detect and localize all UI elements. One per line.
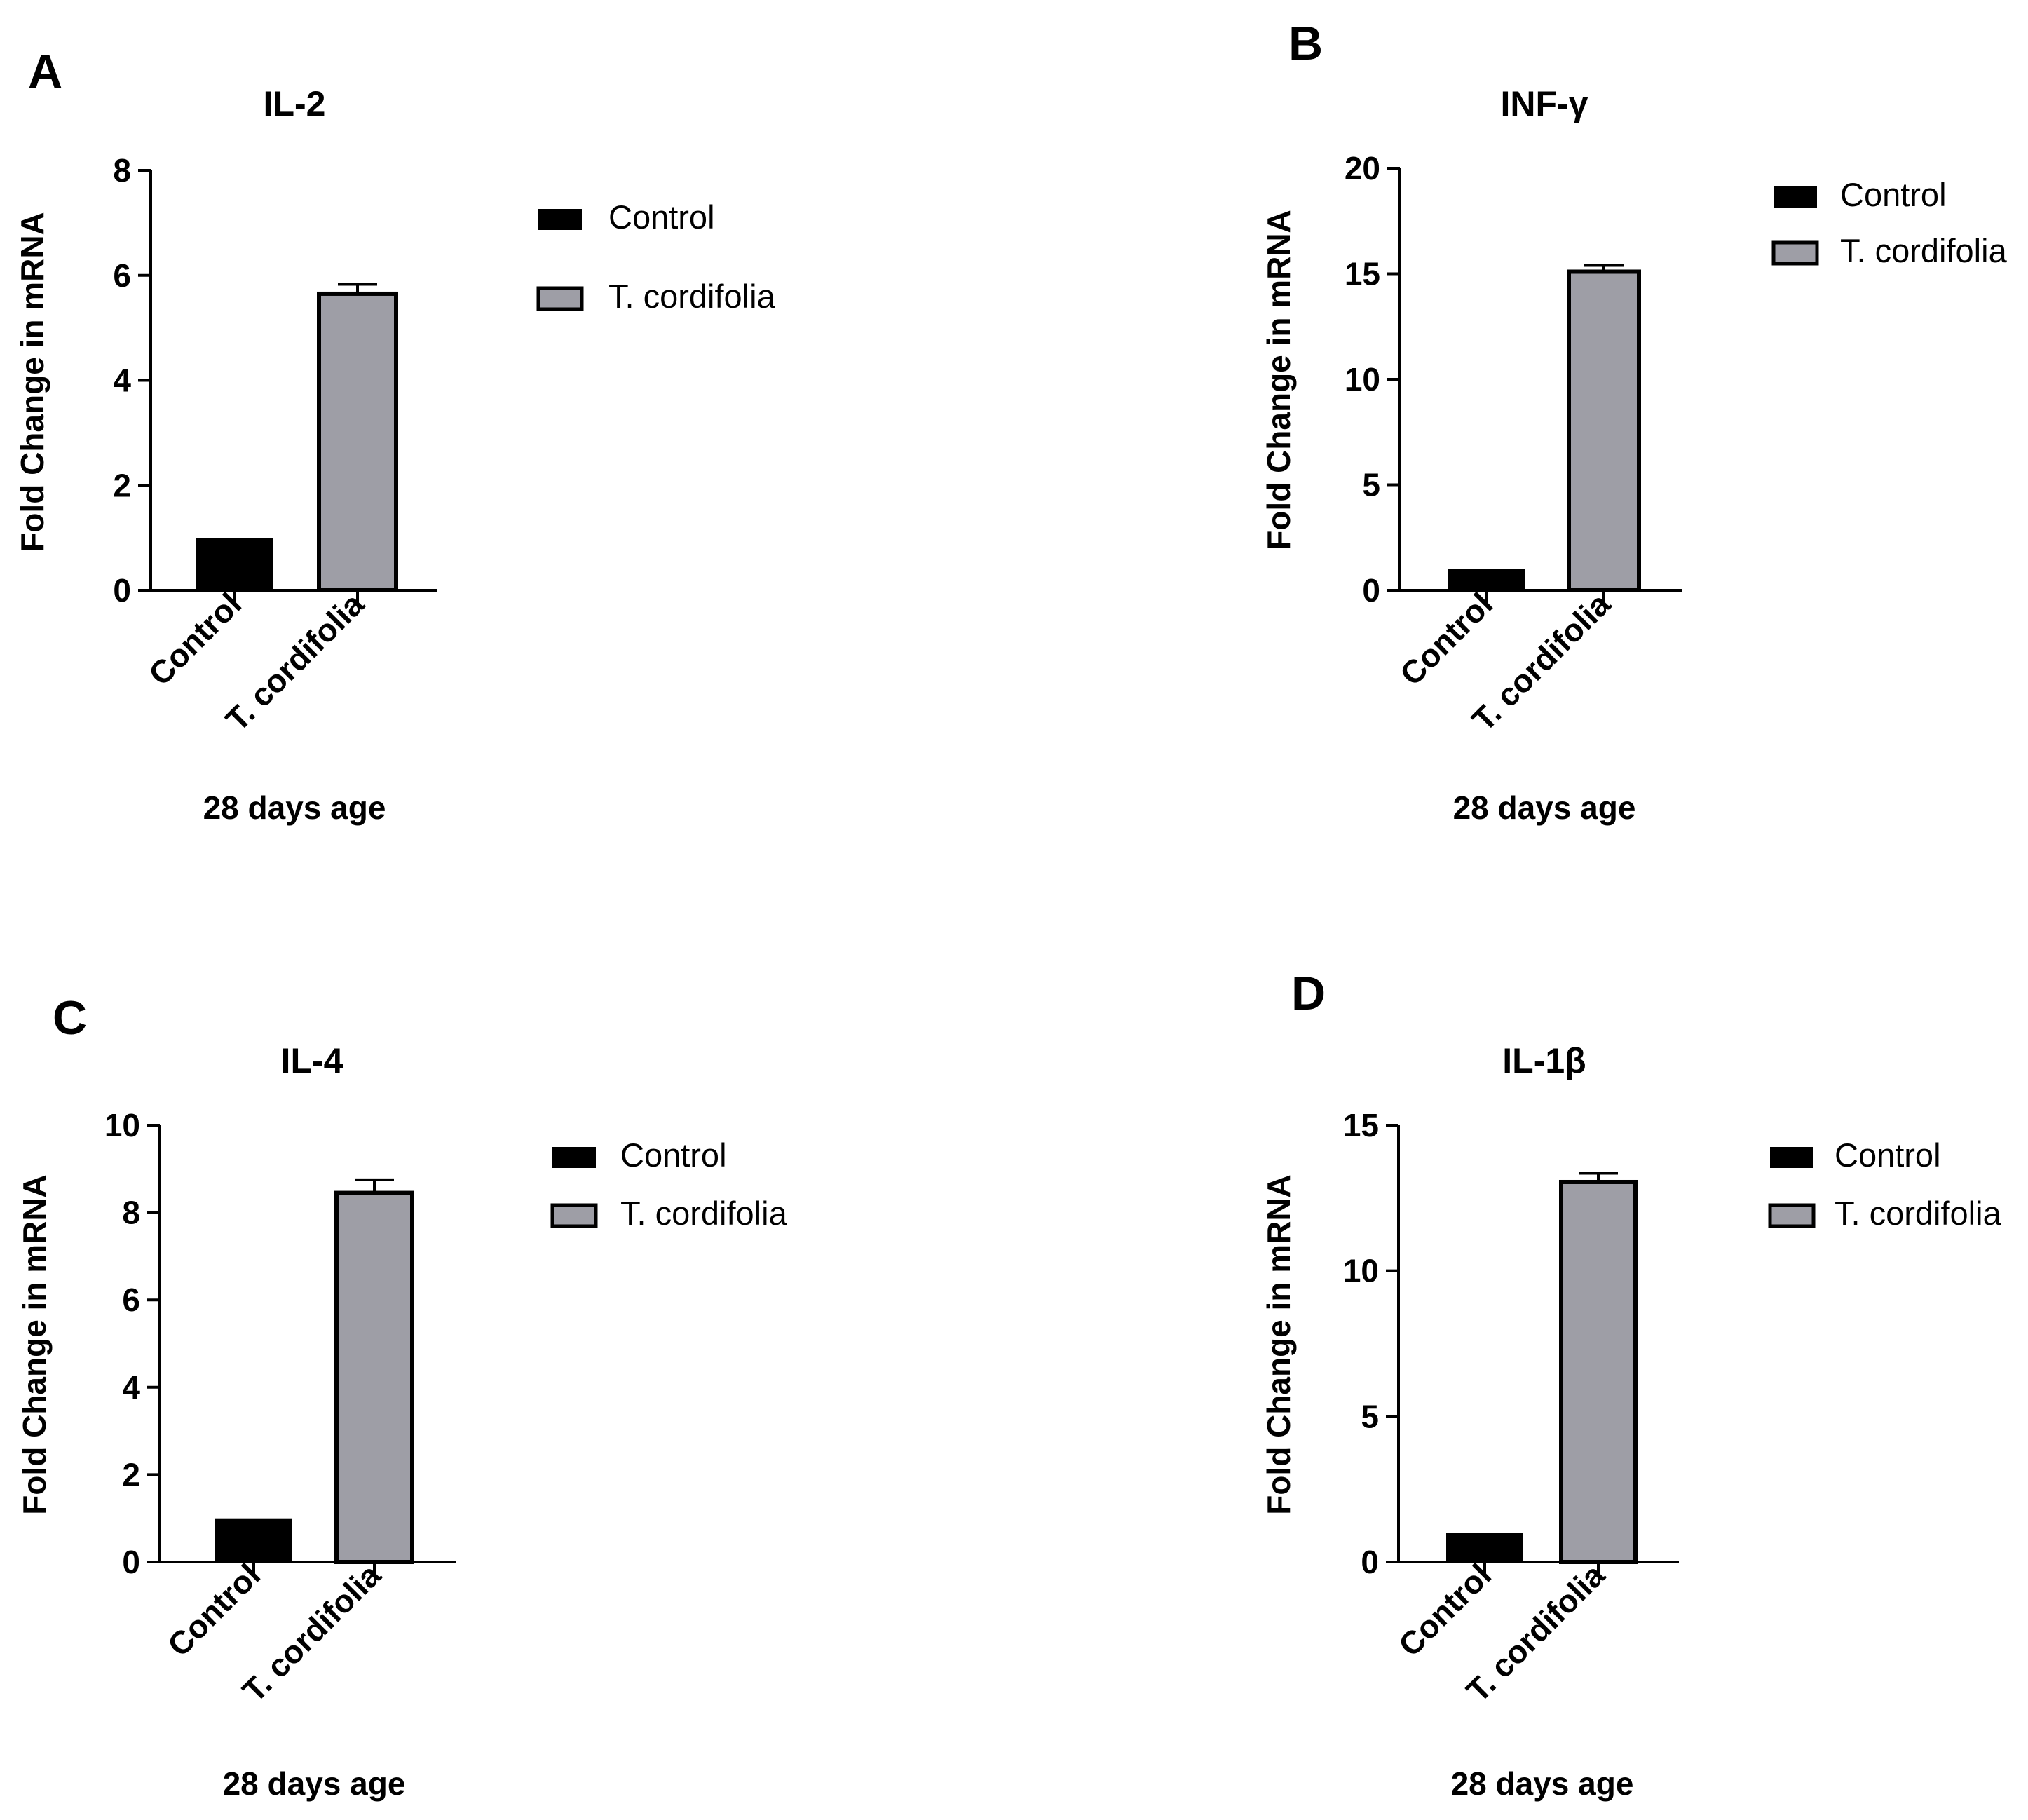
y-tick-label: 0 xyxy=(113,572,131,609)
x-tick-label: Control xyxy=(1393,585,1499,692)
y-tick-label: 5 xyxy=(1362,467,1380,503)
legend-label: Control xyxy=(1835,1136,1941,1174)
bar-t-cordifolia xyxy=(317,291,398,592)
legend-label: Control xyxy=(620,1136,727,1174)
legend-label: Control xyxy=(608,198,715,236)
chart-panel-a: A IL-2 0 2 4 6 8 Fold Change in mRNA Control T. c… xyxy=(14,45,776,826)
legend: Control T. cordifolia xyxy=(550,1136,788,1232)
y-tick-label: 5 xyxy=(1361,1398,1379,1434)
y-tick-label: 8 xyxy=(122,1195,140,1231)
bar-t-cordifolia xyxy=(1559,1179,1638,1564)
chart-title: IL-1β xyxy=(1502,1041,1586,1080)
y-axis-label: Fold Change in mRNA xyxy=(1260,1174,1297,1515)
y-tick-label: 0 xyxy=(1361,1544,1379,1580)
legend-label: Control xyxy=(1840,176,1947,213)
bar-t-cordifolia xyxy=(1567,269,1641,592)
chart-panel-b: B INF-γ 0 5 10 15 20 Fold Change in mRNA Control… xyxy=(1260,17,2008,826)
y-tick-label: 2 xyxy=(122,1456,140,1493)
bar-control xyxy=(1448,569,1525,590)
x-axis-label: 28 days age xyxy=(1451,1765,1634,1802)
y-tick-label: 20 xyxy=(1345,150,1380,186)
legend-label: T. cordifolia xyxy=(608,278,776,315)
y-tick-label: 8 xyxy=(113,152,131,189)
legend-swatch-t-cordifolia xyxy=(550,1203,598,1228)
legend-label: T. cordifolia xyxy=(1835,1195,2002,1232)
chart-panel-c: C IL-4 0 2 4 6 8 10 Fold Change in mRNA Control T.… xyxy=(16,991,788,1802)
chart-title: INF-γ xyxy=(1501,84,1588,123)
x-axis-label: 28 days age xyxy=(203,789,386,826)
chart-title: IL-4 xyxy=(281,1041,343,1080)
x-axis-label: 28 days age xyxy=(1453,789,1636,826)
legend-swatch-t-cordifolia xyxy=(536,286,584,311)
y-tick-label: 4 xyxy=(122,1369,140,1406)
legend-swatch-control xyxy=(1770,1147,1813,1168)
panel-letter: C xyxy=(53,991,87,1045)
x-tick-label: Control xyxy=(142,585,248,692)
x-tick-label: Control xyxy=(1391,1556,1498,1663)
bar-t-cordifolia xyxy=(334,1190,414,1564)
y-tick-label: 10 xyxy=(1343,1253,1379,1289)
bar-control xyxy=(1446,1533,1523,1562)
panel-letter: D xyxy=(1291,967,1326,1020)
y-tick-label: 0 xyxy=(122,1544,140,1580)
bar-control xyxy=(215,1518,292,1562)
panel-letter: A xyxy=(28,45,62,98)
legend-label: T. cordifolia xyxy=(1840,232,2008,269)
legend-swatch-control xyxy=(552,1147,596,1168)
y-tick-label: 10 xyxy=(1345,361,1380,398)
chart-panel-d: D IL-1β 0 5 10 15 Fold Change in mRNA Control T.… xyxy=(1260,967,2002,1802)
panel-letter: B xyxy=(1288,17,1323,70)
y-axis-label: Fold Change in mRNA xyxy=(16,1174,53,1515)
y-tick-label: 6 xyxy=(113,257,131,294)
legend: Control T. cordifolia xyxy=(536,198,776,315)
bar-control xyxy=(196,538,273,590)
legend-label: T. cordifolia xyxy=(620,1195,788,1232)
y-tick-label: 15 xyxy=(1343,1107,1379,1143)
y-tick-label: 2 xyxy=(113,467,131,503)
legend-swatch-control xyxy=(1774,186,1817,208)
chart-title: IL-2 xyxy=(264,84,326,123)
y-tick-label: 0 xyxy=(1362,572,1380,609)
y-tick-label: 4 xyxy=(113,362,131,399)
y-axis-label: Fold Change in mRNA xyxy=(1260,210,1297,550)
legend: Control T. cordifolia xyxy=(1771,176,2008,269)
x-tick-label: Control xyxy=(161,1556,267,1663)
y-axis-label: Fold Change in mRNA xyxy=(14,212,50,552)
y-tick-label: 15 xyxy=(1345,256,1380,292)
y-tick-label: 6 xyxy=(122,1282,140,1318)
y-tick-label: 10 xyxy=(104,1107,140,1143)
legend: Control T. cordifolia xyxy=(1768,1136,2002,1232)
legend-swatch-t-cordifolia xyxy=(1768,1203,1816,1228)
legend-swatch-control xyxy=(538,209,582,230)
legend-swatch-t-cordifolia xyxy=(1771,240,1819,266)
x-axis-label: 28 days age xyxy=(223,1765,406,1802)
